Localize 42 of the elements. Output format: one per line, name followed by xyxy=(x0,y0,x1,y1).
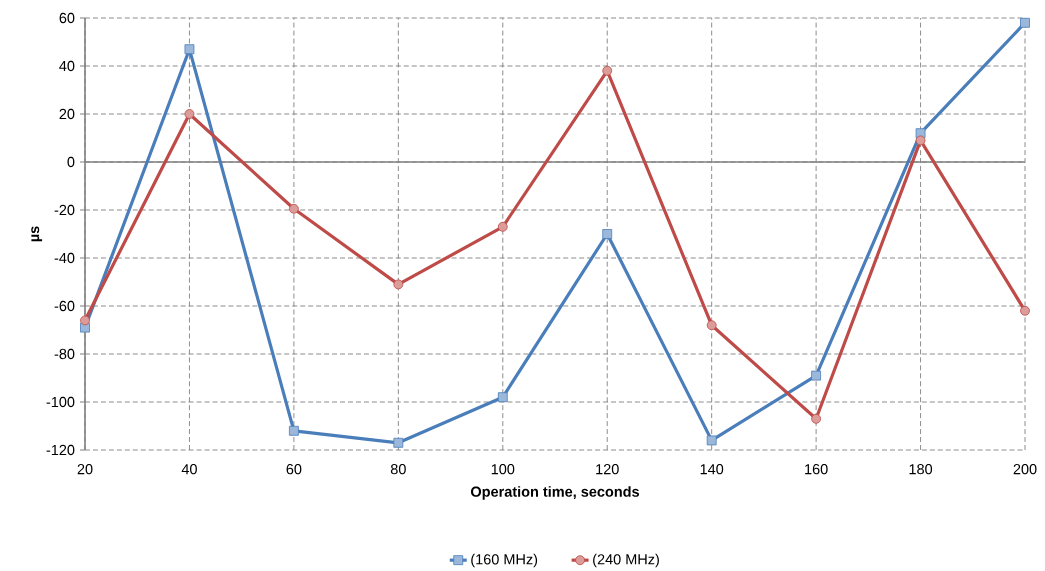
y-tick-label: 20 xyxy=(59,108,75,120)
y-tick-label: 60 xyxy=(59,12,75,24)
x-tick-label: 200 xyxy=(1013,464,1037,475)
x-tick-label: 120 xyxy=(596,464,619,475)
point xyxy=(393,437,404,448)
point xyxy=(288,203,299,214)
legend-label: (240 MHz) xyxy=(593,553,659,568)
y-tick-label: -80 xyxy=(54,348,75,360)
legend-label: (160 MHz) xyxy=(471,553,538,568)
point xyxy=(184,44,195,55)
y-axis-title: µs xyxy=(31,226,43,242)
x-tick-label: 80 xyxy=(390,464,406,475)
point xyxy=(811,413,822,424)
y-tick-label: -20 xyxy=(54,204,75,216)
y-tick-label: -120 xyxy=(46,444,75,456)
point xyxy=(497,221,508,232)
x-tick-label: 160 xyxy=(805,464,828,475)
point xyxy=(811,370,822,381)
point xyxy=(497,392,508,403)
x-tick-label: 60 xyxy=(286,464,302,475)
point xyxy=(602,229,613,239)
x-axis-title: Operation time, seconds xyxy=(470,486,640,500)
point xyxy=(706,435,717,446)
point xyxy=(393,279,404,290)
point xyxy=(1020,17,1030,28)
point xyxy=(288,425,299,436)
x-tick-label: 180 xyxy=(909,464,933,475)
x-tick-label: 40 xyxy=(181,464,197,475)
point xyxy=(915,135,926,146)
y-tick-label: -60 xyxy=(54,300,75,312)
point xyxy=(706,320,717,331)
x-tick-label: 100 xyxy=(491,464,515,475)
y-tick-label: 40 xyxy=(59,60,75,72)
point xyxy=(184,109,195,119)
x-tick-label: 140 xyxy=(700,464,724,475)
y-tick-label: -100 xyxy=(46,396,75,408)
y-tick-label: -40 xyxy=(54,252,75,264)
point xyxy=(1020,305,1030,316)
point xyxy=(602,65,613,76)
x-tick-label: 20 xyxy=(77,464,93,475)
y-tick-label: 0 xyxy=(67,156,75,168)
point xyxy=(80,315,90,326)
